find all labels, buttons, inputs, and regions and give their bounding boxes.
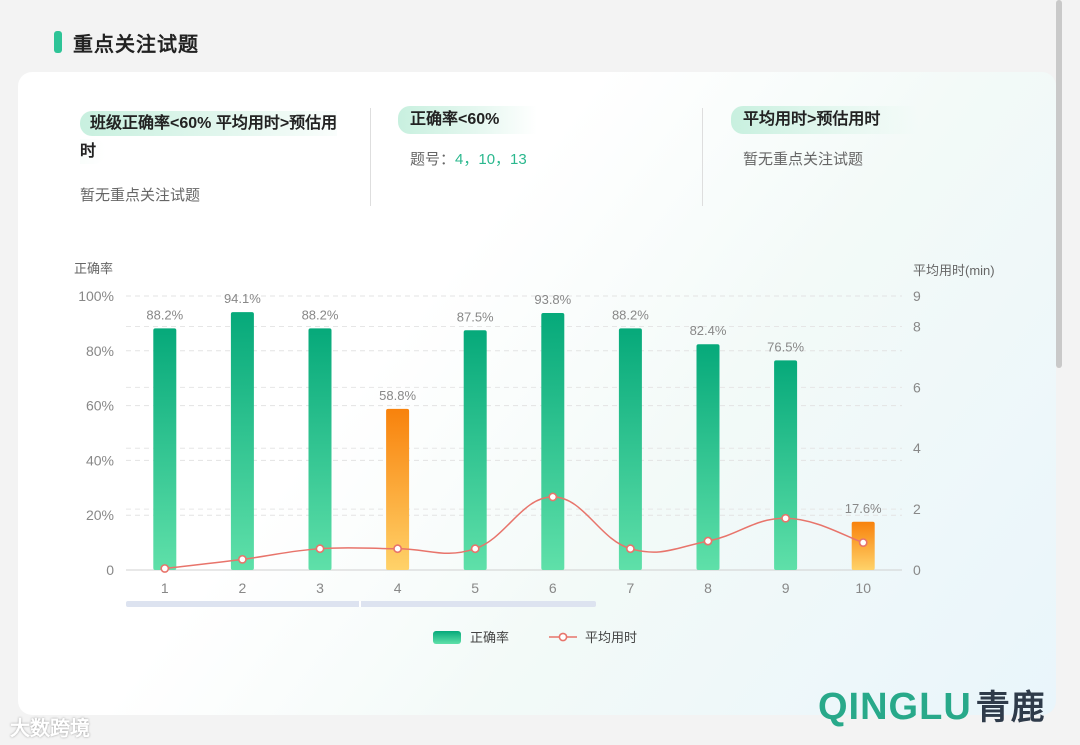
x-tick-label: 9: [782, 580, 790, 596]
time-line: [164, 496, 864, 570]
bar: [541, 312, 565, 570]
legend-bar-swatch: [433, 631, 461, 644]
x-tick-label: 4: [394, 580, 402, 596]
bar: [308, 328, 332, 570]
x-tick-label: 1: [161, 580, 169, 596]
y2-tick-label: 6: [913, 379, 921, 395]
bar: [774, 360, 798, 570]
y2-tick-label: 4: [913, 440, 921, 456]
watermark: 大数跨境: [10, 718, 90, 740]
time-point: [626, 544, 635, 554]
time-point: [160, 564, 170, 573]
x-tick-label: 5: [471, 580, 479, 596]
scrollbar[interactable]: [1056, 0, 1062, 368]
y-tick-label: 80%: [86, 343, 114, 359]
summary-tag-2: 正确率<60%: [398, 106, 538, 134]
time-point: [393, 544, 402, 554]
section-header: 重点关注试题: [54, 28, 199, 56]
time-point: [237, 554, 247, 564]
bar-data-label: 88.2%: [146, 307, 183, 322]
legend-line-label: 平均用时: [585, 630, 637, 645]
time-point: [548, 492, 558, 502]
y-axis-title: 正确率: [74, 261, 113, 276]
y-tick-label: 100%: [78, 288, 114, 304]
header-accent-bar: [54, 31, 62, 53]
time-point: [781, 513, 790, 523]
bar: [463, 330, 487, 570]
page-title: 重点关注试题: [73, 33, 199, 56]
x-tick-label: 2: [239, 580, 247, 596]
bar-low-accuracy: [386, 408, 410, 570]
y-tick-label: 20%: [86, 507, 114, 523]
bar: [230, 312, 254, 570]
bar-data-label: 93.8%: [534, 292, 571, 307]
time-point: [858, 538, 868, 547]
x-tick-label: 8: [704, 580, 712, 596]
logo-text: QINGLU: [818, 686, 972, 728]
y2-tick-label: 2: [913, 501, 921, 517]
y2-tick-label: 8: [913, 318, 921, 334]
bar: [696, 344, 720, 570]
y-tick-label: 40%: [86, 452, 114, 468]
bar-data-label: 88.2%: [302, 307, 339, 322]
summary-row: 班级正确率<60% 平均用时>预估用时 暂无重点关注试题 正确率<60% 题号：…: [18, 106, 1056, 216]
summary-text-2: 题号：4，10，13: [398, 148, 688, 169]
bar: [618, 328, 642, 570]
x-tick-label: 10: [855, 580, 871, 596]
y2-tick-label: 9: [913, 288, 921, 304]
y-tick-label: 60%: [86, 398, 114, 414]
x-tick-label: 6: [549, 580, 557, 596]
legend-line-marker: [558, 632, 568, 642]
summary-tag-1: 班级正确率<60% 平均用时>预估用时: [68, 106, 338, 170]
y2-axis-title: 平均用时(min): [913, 263, 995, 278]
time-point: [703, 536, 713, 546]
bar: [153, 328, 177, 570]
summary-tag-3: 平均用时>预估用时: [731, 106, 919, 134]
summary-slow: 平均用时>预估用时 暂无重点关注试题: [731, 106, 1021, 169]
y2-tick-label: 0: [913, 562, 921, 578]
bar-data-label: 94.1%: [224, 291, 261, 306]
bar-data-label: 58.8%: [379, 388, 416, 403]
question-label: 题号：: [410, 151, 456, 168]
bar-data-label: 76.5%: [767, 339, 804, 354]
bar-data-label: 87.5%: [457, 309, 494, 324]
legend-bar-label: 正确率: [470, 630, 509, 645]
summary-low-accuracy: 正确率<60% 题号：4，10，13: [398, 106, 688, 169]
x-tick-label: 3: [316, 580, 324, 596]
time-point: [315, 544, 325, 554]
bar-data-label: 88.2%: [612, 307, 649, 322]
qinglu-logo: QINGLU 青鹿: [818, 680, 1046, 729]
bar-data-label: 17.6%: [845, 501, 882, 516]
divider: [370, 108, 371, 206]
bar-data-label: 82.4%: [690, 323, 727, 338]
logo-cn-text: 青鹿: [975, 689, 1046, 727]
y-tick-label: 0: [106, 562, 114, 578]
summary-low-accuracy-slow: 班级正确率<60% 平均用时>预估用时 暂无重点关注试题: [68, 106, 358, 205]
time-point: [470, 544, 480, 554]
summary-text-1: 暂无重点关注试题: [80, 187, 201, 204]
x-tick-label: 7: [627, 580, 635, 596]
divider: [702, 108, 703, 206]
question-numbers: 4，10，13: [455, 151, 527, 168]
focus-card: 班级正确率<60% 平均用时>预估用时 暂无重点关注试题 正确率<60% 题号：…: [18, 72, 1056, 715]
summary-text-3: 暂无重点关注试题: [743, 151, 864, 168]
